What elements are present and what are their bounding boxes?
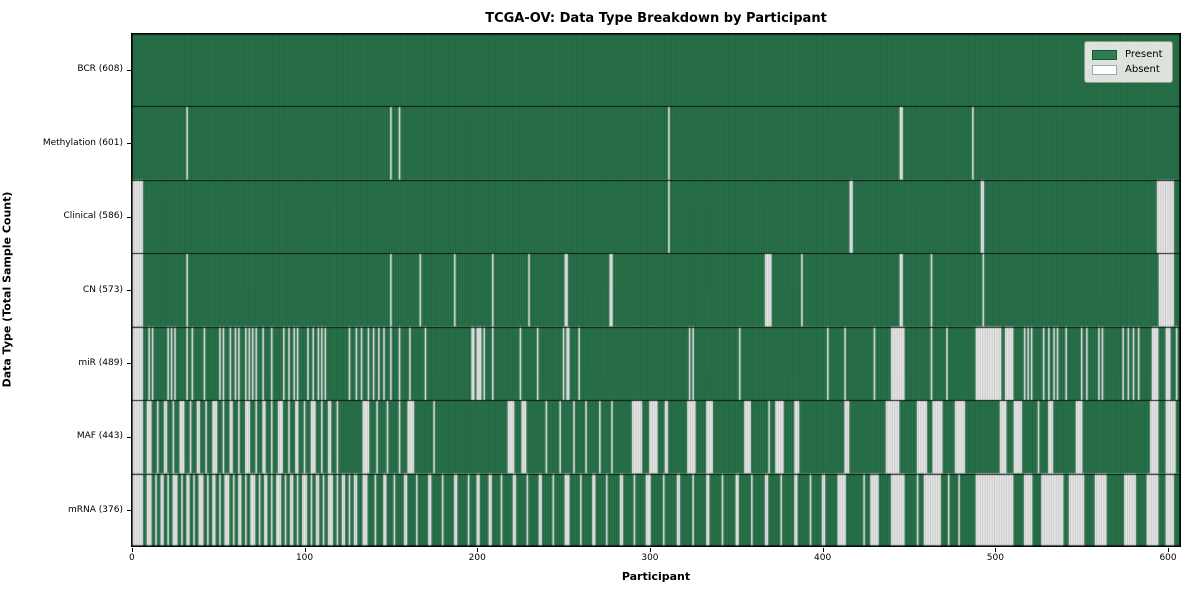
legend-entry-present: Present bbox=[1092, 47, 1165, 62]
y-tick-label-Clinical: Clinical (586) bbox=[63, 211, 123, 222]
chart-title: TCGA-OV: Data Type Breakdown by Particip… bbox=[485, 11, 827, 26]
plot-area bbox=[131, 33, 1181, 547]
y-tick-label-mRNA: mRNA (376) bbox=[68, 504, 123, 515]
x-tick-label-500: 500 bbox=[986, 553, 1004, 563]
x-tick-mark bbox=[650, 548, 651, 552]
y-tick-mark bbox=[127, 363, 131, 364]
x-tick-mark bbox=[823, 548, 824, 552]
x-axis-label: Participant bbox=[621, 570, 691, 583]
y-tick-label-miR: miR (489) bbox=[78, 357, 123, 368]
legend: Present Absent bbox=[1084, 41, 1173, 83]
x-tick-mark bbox=[477, 548, 478, 552]
x-tick-label-600: 600 bbox=[1159, 553, 1177, 563]
heatmap-canvas bbox=[131, 33, 1181, 547]
x-tick-label-100: 100 bbox=[295, 553, 314, 563]
y-tick-mark bbox=[127, 70, 131, 71]
x-tick-label-300: 300 bbox=[641, 553, 659, 563]
x-tick-label-400: 400 bbox=[814, 553, 832, 563]
x-tick-mark bbox=[305, 548, 306, 552]
x-tick-label-0: 0 bbox=[128, 553, 135, 563]
y-tick-mark bbox=[127, 143, 131, 144]
x-tick-label-200: 200 bbox=[468, 553, 486, 563]
x-tick-mark bbox=[995, 548, 996, 552]
y-tick-label-BCR: BCR (608) bbox=[77, 64, 123, 75]
legend-entry-absent: Absent bbox=[1092, 62, 1165, 77]
y-tick-mark bbox=[127, 437, 131, 438]
x-tick-mark bbox=[1168, 548, 1169, 552]
legend-swatch-absent-icon bbox=[1092, 64, 1117, 75]
y-tick-label-Methylation: Methylation (601) bbox=[42, 137, 123, 148]
y-tick-label-CN: CN (573) bbox=[82, 284, 123, 295]
legend-label-present: Present bbox=[1125, 49, 1163, 60]
legend-label-absent: Absent bbox=[1125, 64, 1160, 75]
x-tick-mark bbox=[132, 548, 133, 552]
y-tick-mark bbox=[127, 290, 131, 291]
legend-swatch-present-icon bbox=[1092, 49, 1117, 60]
y-tick-mark bbox=[127, 510, 131, 511]
y-tick-label-MAF: MAF (443) bbox=[76, 431, 123, 442]
y-tick-mark bbox=[127, 217, 131, 218]
